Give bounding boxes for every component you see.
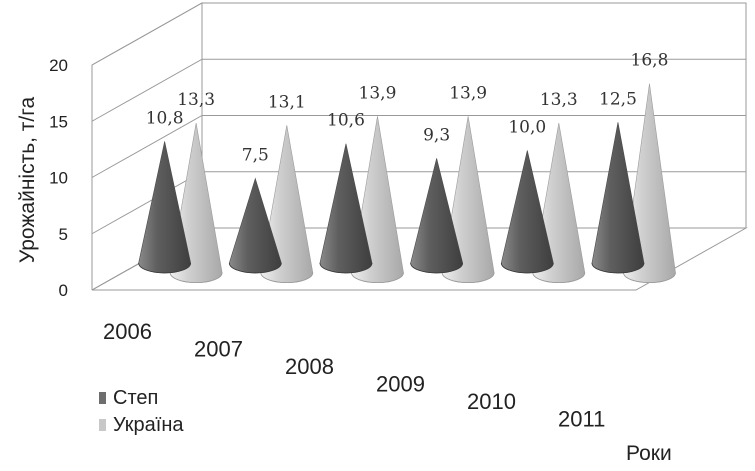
y-tick-label: 10	[49, 169, 68, 188]
y-axis-label: Урожайність, т/га	[16, 97, 39, 264]
gridline	[91, 115, 746, 178]
cone	[138, 141, 192, 274]
cones	[138, 83, 676, 284]
cone-base-edge	[228, 262, 282, 274]
cone-base-edge	[532, 272, 586, 284]
data-label: 10,0	[508, 117, 546, 137]
gridline	[91, 2, 746, 66]
cone	[500, 150, 554, 274]
data-label: 16,8	[631, 51, 669, 71]
y-tick-label: 5	[59, 225, 68, 244]
x-category-label: 2010	[467, 389, 516, 414]
legend-label-ukraine: Україна	[113, 414, 184, 436]
gridline	[91, 58, 746, 122]
data-label: 13,3	[540, 90, 578, 110]
cone-base-edge	[623, 272, 676, 284]
cone-base-edge	[260, 272, 314, 284]
data-label: 9,3	[423, 125, 450, 145]
legend-label-step: Степ	[113, 387, 158, 409]
x-category-label: 2009	[376, 372, 425, 397]
data-label: 13,9	[449, 83, 487, 103]
cone-base-edge	[319, 262, 373, 274]
cone-base-edge	[169, 272, 223, 284]
category-labels: 2006 2007 2008 2009 2010 2011	[103, 319, 605, 432]
y-tick-labels: 0 5 10 15 20	[49, 56, 68, 300]
x-category-label: 2007	[194, 337, 243, 362]
legend-swatch-step	[99, 392, 106, 404]
data-label: 13,1	[268, 92, 306, 112]
data-label: 10,6	[327, 111, 365, 131]
cone	[228, 177, 282, 274]
data-label: 10,8	[146, 108, 184, 128]
data-label: 13,9	[359, 83, 397, 103]
cone-base-edge	[410, 262, 464, 274]
cone-base-edge	[351, 272, 404, 284]
y-tick-label: 20	[49, 56, 68, 75]
x-category-label: 2011	[558, 407, 605, 432]
cone-base-edge	[500, 262, 554, 274]
data-label: 7,5	[242, 146, 269, 166]
y-tick-label: 15	[49, 112, 68, 131]
x-axis-label: Роки	[626, 442, 672, 465]
x-category-label: 2008	[285, 354, 334, 379]
x-category-label: 2006	[103, 319, 152, 344]
cone-base-edge	[138, 262, 192, 274]
legend-swatch-ukraine	[99, 419, 106, 431]
data-label: 12,5	[599, 89, 637, 109]
data-labels: 13,3 13,1 13,9 13,9 13,3 16,8 10,8 7,5 10,6 9,3 10…	[146, 51, 669, 166]
cone	[410, 158, 464, 274]
cone-base-edge	[441, 272, 495, 284]
legend: Степ Україна	[99, 387, 184, 436]
y-tick-label: 0	[59, 281, 68, 300]
cone	[591, 122, 645, 274]
data-label: 13,3	[177, 90, 215, 110]
cone	[319, 143, 373, 274]
cone-base-edge	[591, 262, 645, 274]
